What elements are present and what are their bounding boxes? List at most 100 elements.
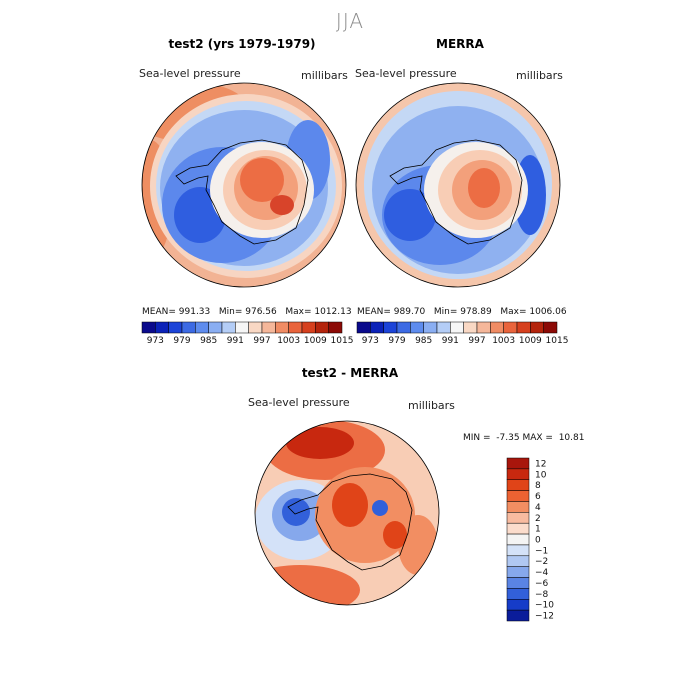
colorbar-segment xyxy=(181,321,196,334)
map-border xyxy=(254,420,440,606)
colorbar-segment xyxy=(288,321,303,334)
min-value: -7.35 xyxy=(496,433,520,443)
colorbar-segment xyxy=(506,599,530,611)
colorbar-segment xyxy=(155,321,169,334)
colorbar-segment xyxy=(506,544,530,557)
colorbar-tick-label: 997 xyxy=(253,336,270,346)
colorbar-tick-label: 1 xyxy=(535,525,541,535)
colorbar-tick-label: −6 xyxy=(535,579,549,589)
units-label-merra: millibars xyxy=(516,69,563,82)
colorbar-segment xyxy=(506,501,530,513)
colorbar-segment xyxy=(506,457,530,470)
antarctica-coastline xyxy=(175,139,309,245)
max-label: MAX = xyxy=(522,433,553,443)
colorbar-test2: 973 979 985 991 997 1003 1009 1015 xyxy=(141,321,354,346)
colorbar-segment xyxy=(506,533,530,546)
main-title: JJA xyxy=(335,9,365,33)
interior-peak xyxy=(468,168,500,208)
panel-title-test2: test2 (yrs 1979-1979) xyxy=(168,37,316,51)
variable-label-merra: Sea-level pressure xyxy=(355,67,457,80)
high-region xyxy=(255,565,360,605)
mean-label: MEAN= xyxy=(357,307,391,317)
colorbar-segment xyxy=(506,522,530,535)
stats-diff: MIN = -7.35 MAX = 10.81 xyxy=(463,433,584,443)
antarctica-coastline xyxy=(389,139,523,245)
colorbar-segment xyxy=(275,321,289,334)
colorbar-segment xyxy=(370,321,384,334)
colorbar-segment xyxy=(235,321,249,334)
colorbar-tick-label: 12 xyxy=(535,459,546,469)
colorbar-segment xyxy=(141,321,156,334)
colorbar-segment xyxy=(516,321,531,334)
colorbar-segment xyxy=(506,609,530,622)
colorbar-segment xyxy=(328,321,343,334)
colorbar-segment xyxy=(168,321,183,334)
max-label: Max= xyxy=(285,307,312,317)
colorbar-tick-label: 10 xyxy=(535,470,547,480)
deep-low-region xyxy=(282,498,310,526)
colorbar-tick-label: 985 xyxy=(200,336,217,346)
colorbar-segment xyxy=(396,321,411,334)
colorbar-tick-label: 973 xyxy=(362,336,379,346)
colorbar-segment xyxy=(463,321,478,334)
colorbar-segment xyxy=(195,321,209,334)
colorbar-tick-label: 979 xyxy=(173,336,190,346)
colorbar-segment xyxy=(506,479,530,491)
map-border xyxy=(141,82,347,288)
high-region xyxy=(286,427,354,459)
colorbar-segment xyxy=(383,321,398,334)
map-border xyxy=(355,82,561,288)
max-value: 1006.06 xyxy=(529,307,567,317)
interior-peak xyxy=(383,521,407,549)
colorbar-segment xyxy=(221,321,236,334)
max-value: 1012.13 xyxy=(314,307,352,317)
colorbar-segment xyxy=(423,321,438,334)
colorbar-tick-label: 979 xyxy=(388,336,405,346)
colorbar-tick-label: −1 xyxy=(535,546,548,556)
colorbar-tick-label: 1015 xyxy=(546,336,569,346)
colorbar-segment xyxy=(476,321,491,334)
min-value: 978.89 xyxy=(460,307,492,317)
max-label: Max= xyxy=(500,307,527,317)
colorbar-tick-label: −2 xyxy=(535,557,548,567)
min-value: 976.56 xyxy=(245,307,277,317)
interior-peak xyxy=(270,195,294,215)
map-diff xyxy=(254,420,440,606)
panel-title-merra: MERRA xyxy=(436,37,484,51)
colorbar-tick-label: 1003 xyxy=(492,336,515,346)
interior-low xyxy=(372,500,388,516)
colorbar-tick-label: −8 xyxy=(535,590,549,600)
colorbar-segment xyxy=(506,512,530,524)
colorbar-segment xyxy=(506,577,530,589)
colorbar-segment xyxy=(450,321,464,334)
colorbar-segment xyxy=(503,321,518,334)
colorbar-segment xyxy=(315,321,329,334)
min-label: Min= xyxy=(433,307,458,317)
interior-peak xyxy=(332,483,368,527)
colorbar-segment xyxy=(543,321,558,334)
colorbar-segment xyxy=(261,321,276,334)
mean-label: MEAN= xyxy=(142,307,176,317)
colorbar-tick-label: 1003 xyxy=(277,336,300,346)
map-merra xyxy=(355,82,561,288)
colorbar-tick-label: −12 xyxy=(535,612,554,622)
stats-merra: MEAN= 989.70 Min= 978.89 Max= 1006.06 xyxy=(357,307,567,317)
colorbar-merra: 973 979 985 991 997 1003 1009 1015 xyxy=(356,321,569,346)
colorbar-tick-label: 991 xyxy=(227,336,244,346)
min-label: Min= xyxy=(218,307,243,317)
colorbar-tick-label: 8 xyxy=(535,481,541,491)
colorbar-tick-label: 4 xyxy=(535,503,541,513)
deep-low-region xyxy=(384,189,436,241)
colorbar-segment xyxy=(506,566,530,578)
max-value: 10.81 xyxy=(558,433,585,443)
colorbar-segment xyxy=(506,490,530,502)
colorbar-tick-label: −10 xyxy=(535,601,554,611)
colorbar-tick-label: 1009 xyxy=(304,336,327,346)
colorbar-tick-label: 1015 xyxy=(331,336,354,346)
colorbar-tick-label: 991 xyxy=(442,336,459,346)
colorbar-tick-label: −4 xyxy=(535,568,549,578)
colorbar-segment xyxy=(356,321,371,334)
colorbar-segment xyxy=(410,321,424,334)
